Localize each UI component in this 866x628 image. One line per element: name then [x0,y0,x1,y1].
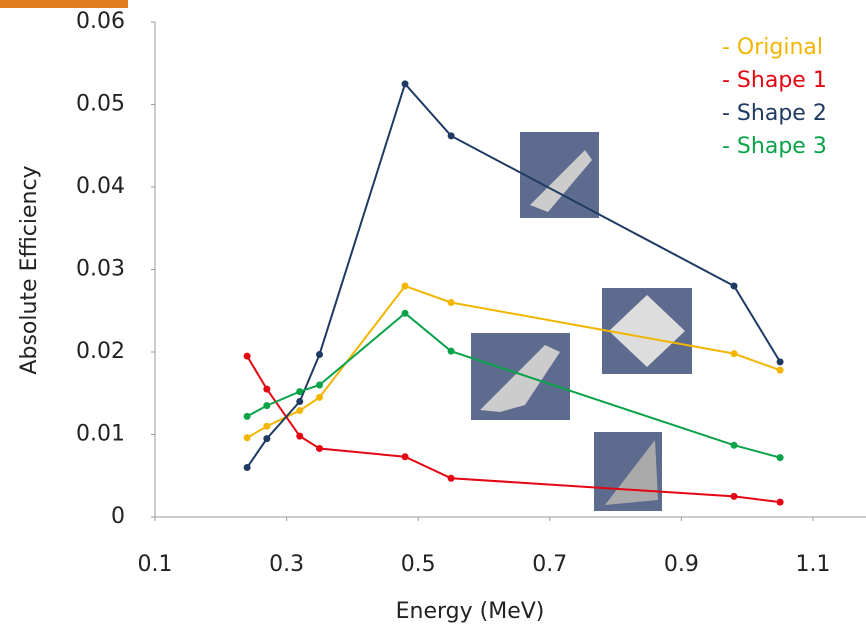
point [296,433,303,440]
point [316,382,323,389]
point [244,353,251,360]
y-tick-label: 0 [111,504,125,529]
legend-entry: - Original [722,35,823,60]
point [402,310,409,317]
x-tick-label: 0.9 [664,552,699,577]
point [263,386,270,393]
x-tick-label: 0.3 [269,552,304,577]
point [263,402,270,409]
point [263,435,270,442]
point [448,475,455,482]
point [402,80,409,87]
y-tick-label: 0.03 [76,257,125,282]
point [777,499,784,506]
point [296,398,303,405]
point [316,394,323,401]
point [731,350,738,357]
y-tick-label: 0.01 [76,422,125,447]
point [402,283,409,290]
point [777,454,784,461]
inset-images [471,132,692,511]
point [731,442,738,449]
point [777,358,784,365]
legend-entry: - Shape 1 [722,68,827,93]
legend-entry: - Shape 2 [722,101,827,126]
point [263,423,270,430]
y-tick-label: 0.02 [76,339,125,364]
legend-entry: - Shape 3 [722,134,827,159]
point [316,445,323,452]
x-tick-label: 0.1 [138,552,173,577]
point [731,283,738,290]
point [316,351,323,358]
point [296,388,303,395]
x-axis-title: Energy (MeV) [396,599,545,624]
point [244,413,251,420]
point [448,132,455,139]
point [448,299,455,306]
point [731,493,738,500]
x-tick-label: 0.5 [401,552,436,577]
point [448,348,455,355]
y-tick-label: 0.04 [76,174,125,199]
decor-bar [0,0,128,8]
x-tick-label: 1.1 [796,552,831,577]
y-axis-title: Absolute Efficiency [17,165,42,374]
point [402,453,409,460]
point [777,367,784,374]
point [296,407,303,414]
y-tick-label: 0.06 [76,9,125,34]
x-tick-label: 0.7 [532,552,567,577]
y-tick-label: 0.05 [76,92,125,117]
chart: Energy (MeV) Absolute Efficiency 0 0.01 0.… [0,0,866,628]
point [244,434,251,441]
point [244,464,251,471]
